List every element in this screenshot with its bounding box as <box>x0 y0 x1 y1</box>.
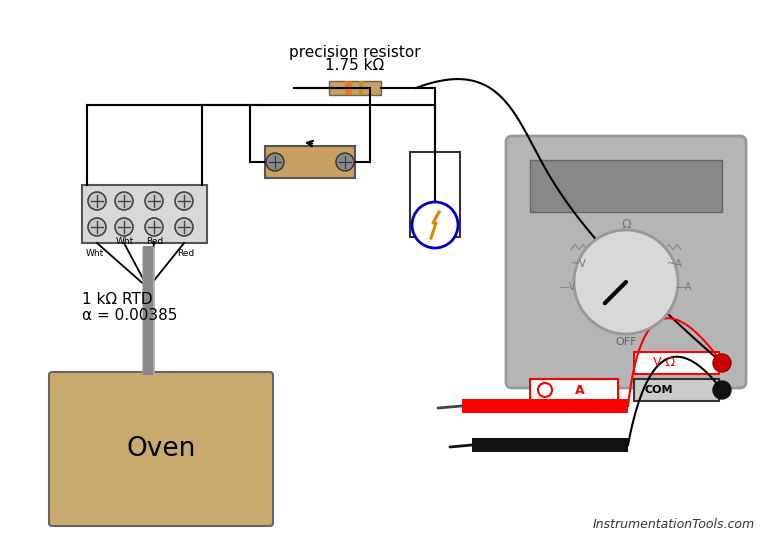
FancyBboxPatch shape <box>506 136 746 388</box>
Text: α = 0.00385: α = 0.00385 <box>82 309 177 324</box>
Text: +: + <box>429 222 441 236</box>
Bar <box>634 379 719 401</box>
Circle shape <box>336 153 354 171</box>
Text: COM: COM <box>645 385 674 395</box>
Text: —A: —A <box>676 282 692 292</box>
Circle shape <box>412 202 458 248</box>
Circle shape <box>266 153 284 171</box>
Text: Ω: Ω <box>621 217 631 231</box>
Text: 1 kΩ RTD: 1 kΩ RTD <box>82 293 153 308</box>
Circle shape <box>88 192 106 210</box>
Circle shape <box>175 218 193 236</box>
Text: Oven: Oven <box>126 436 196 462</box>
Bar <box>530 379 618 401</box>
Circle shape <box>574 230 678 334</box>
Text: Wht: Wht <box>86 249 104 258</box>
Text: OFF: OFF <box>615 337 637 347</box>
Circle shape <box>145 192 163 210</box>
Circle shape <box>115 192 133 210</box>
Circle shape <box>115 218 133 236</box>
Circle shape <box>538 383 552 397</box>
Circle shape <box>88 218 106 236</box>
Text: Red: Red <box>147 237 164 246</box>
Circle shape <box>145 218 163 236</box>
Circle shape <box>175 192 193 210</box>
FancyBboxPatch shape <box>49 372 273 526</box>
Bar <box>462 399 628 413</box>
Text: precision resistor: precision resistor <box>290 44 421 59</box>
Circle shape <box>713 381 731 399</box>
Text: A: A <box>575 383 584 397</box>
Bar <box>472 438 628 452</box>
Text: ~V: ~V <box>571 259 585 269</box>
Bar <box>345 81 352 95</box>
Text: V Ω: V Ω <box>653 357 675 370</box>
Text: —V: —V <box>560 282 576 292</box>
Text: Red: Red <box>177 249 194 258</box>
Bar <box>410 152 460 237</box>
Circle shape <box>713 354 731 372</box>
Bar <box>530 160 722 212</box>
Bar <box>359 81 363 95</box>
Bar <box>265 146 355 178</box>
Bar <box>82 185 207 243</box>
Text: InstrumentationTools.com: InstrumentationTools.com <box>593 517 755 530</box>
Bar <box>329 81 381 95</box>
Bar <box>634 352 719 374</box>
Text: ~A: ~A <box>667 259 681 269</box>
Text: Wht: Wht <box>116 237 134 246</box>
Text: 1.75 kΩ: 1.75 kΩ <box>326 59 385 74</box>
